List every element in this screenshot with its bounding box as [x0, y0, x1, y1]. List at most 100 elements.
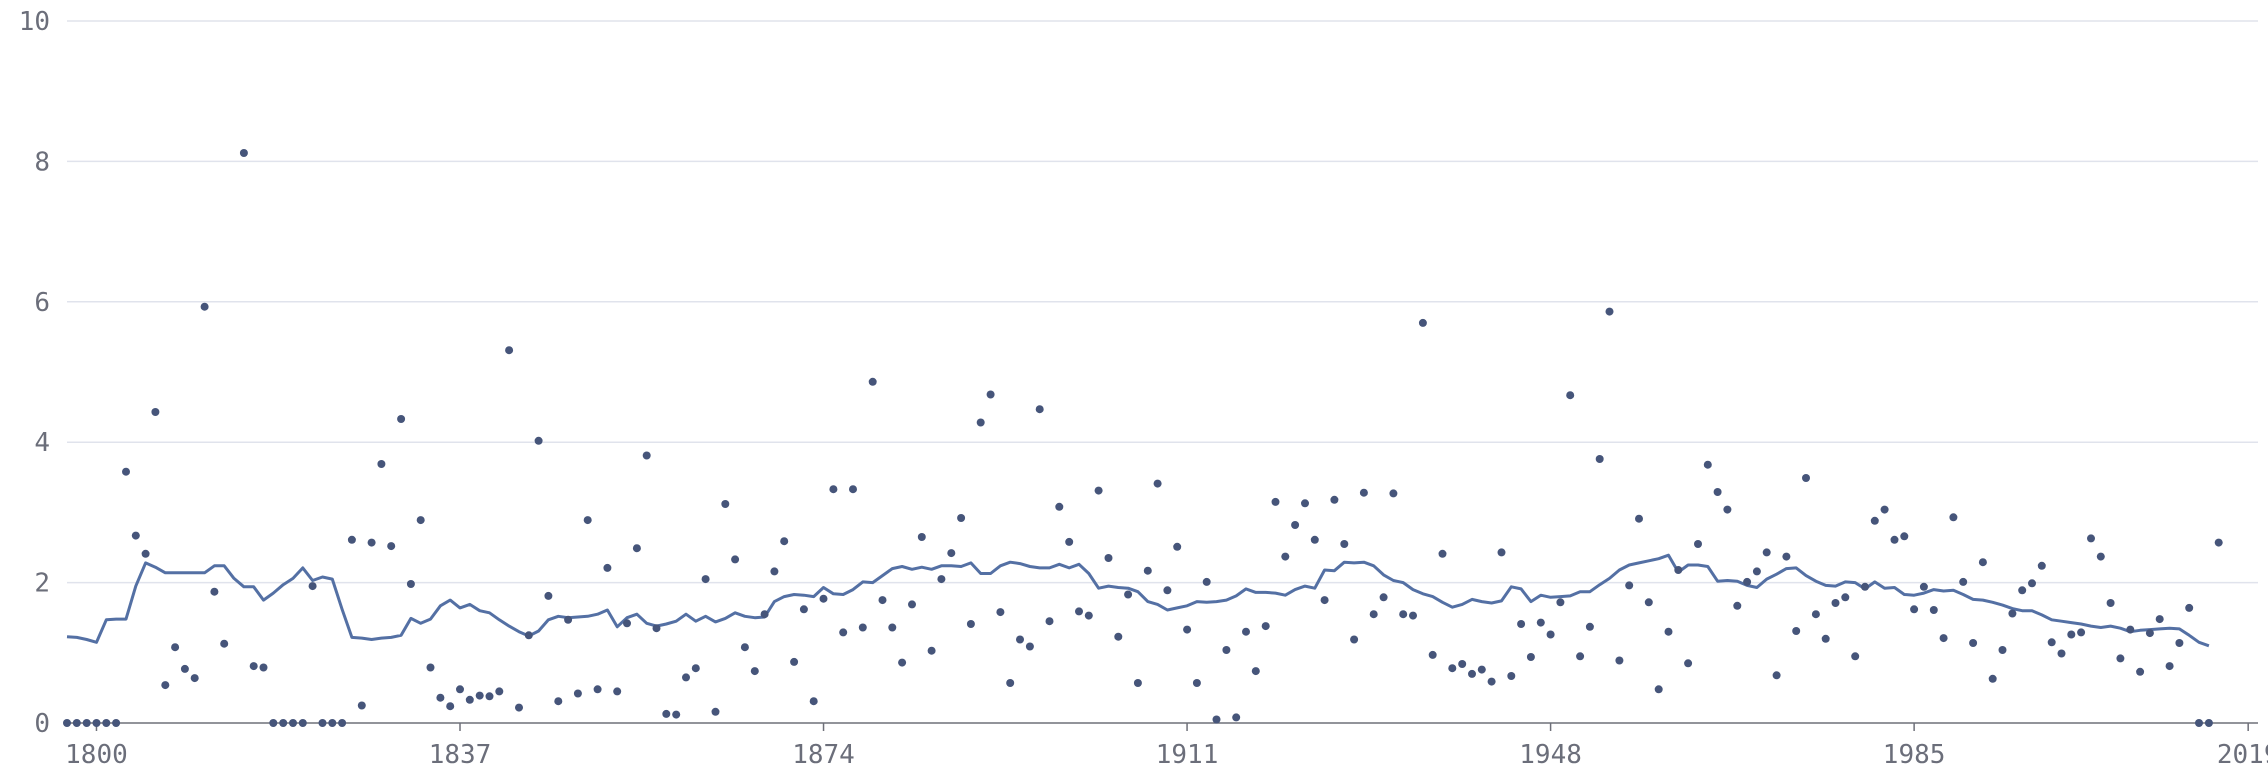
- data-point: [1222, 646, 1231, 654]
- data-point: [397, 415, 406, 423]
- data-point: [1743, 577, 1752, 586]
- data-point: [1585, 622, 1594, 631]
- data-point: [1143, 566, 1152, 575]
- data-point: [1212, 715, 1221, 724]
- x-axis: 1800 1837 1874 1911 1948 1985 2019: [65, 722, 2268, 770]
- data-point: [1409, 611, 1417, 620]
- data-point: [2008, 609, 2017, 618]
- data-point: [259, 663, 268, 672]
- data-point: [112, 719, 121, 727]
- data-point: [1969, 639, 1978, 647]
- x-tick-label: 1837: [429, 740, 492, 770]
- data-point: [102, 719, 111, 727]
- data-point: [1468, 669, 1476, 678]
- data-point: [1821, 634, 1830, 643]
- data-point: [868, 377, 877, 386]
- data-point: [1870, 516, 1879, 525]
- data-point: [2047, 638, 2056, 647]
- data-point: [1998, 646, 2007, 654]
- plot-area: [63, 149, 2223, 727]
- data-point: [465, 695, 474, 704]
- data-point: [2018, 586, 2027, 595]
- data-point: [1929, 606, 1938, 614]
- data-point: [750, 667, 759, 676]
- data-point: [406, 580, 415, 588]
- data-point: [770, 567, 779, 576]
- data-point: [1065, 537, 1074, 546]
- data-point: [2165, 662, 2174, 671]
- data-point: [2077, 628, 2086, 637]
- data-point: [1831, 599, 1840, 607]
- data-point: [809, 697, 818, 706]
- data-point: [72, 719, 81, 727]
- data-point: [1762, 548, 1771, 557]
- data-point: [623, 619, 631, 628]
- data-point: [220, 639, 229, 648]
- data-point: [829, 485, 838, 494]
- data-point: [387, 542, 396, 551]
- data-point: [1792, 627, 1801, 635]
- data-point: [642, 451, 651, 460]
- data-point: [82, 719, 91, 727]
- data-point: [1919, 582, 1928, 591]
- data-point: [1458, 660, 1467, 668]
- x-tick-label: 1948: [1519, 740, 1582, 770]
- data-point: [603, 563, 612, 572]
- data-point: [249, 662, 258, 671]
- data-point: [1654, 685, 1663, 694]
- data-point: [1261, 622, 1270, 631]
- data-point: [2204, 719, 2213, 727]
- data-point: [957, 514, 966, 522]
- y-tick-label: 8: [34, 147, 50, 177]
- data-point: [564, 615, 573, 624]
- data-point: [1006, 679, 1015, 687]
- data-point: [1330, 495, 1339, 504]
- data-point: [849, 485, 857, 494]
- data-point: [1487, 677, 1496, 686]
- data-point: [298, 719, 307, 727]
- data-point: [966, 620, 975, 628]
- data-point: [1428, 650, 1437, 659]
- data-point: [1851, 652, 1860, 661]
- data-point: [888, 623, 897, 632]
- data-point: [819, 594, 828, 603]
- data-point: [976, 418, 985, 427]
- data-point: [161, 681, 170, 690]
- data-point: [858, 623, 867, 632]
- data-point: [917, 533, 926, 541]
- data-point: [2037, 561, 2046, 570]
- data-point: [2126, 625, 2135, 634]
- data-point: [908, 600, 916, 609]
- data-point: [2155, 615, 2164, 624]
- data-point: [63, 719, 71, 727]
- data-point: [190, 674, 199, 683]
- data-point: [573, 689, 582, 698]
- data-point: [1035, 405, 1044, 414]
- data-point: [760, 610, 769, 619]
- y-axis-labels: 0 2 4 6 8 10: [19, 7, 50, 739]
- data-point: [1094, 486, 1103, 495]
- data-point: [996, 608, 1005, 617]
- data-point: [1733, 601, 1742, 610]
- data-point: [1438, 549, 1447, 558]
- data-point: [662, 709, 671, 718]
- data-point: [1694, 540, 1702, 548]
- data-point: [1959, 577, 1968, 586]
- data-point: [2067, 630, 2076, 639]
- data-point: [1890, 535, 1899, 544]
- data-point: [691, 664, 700, 673]
- data-point: [1173, 542, 1182, 551]
- data-point: [269, 719, 278, 727]
- data-point: [2087, 534, 2095, 543]
- y-tick-label: 4: [34, 428, 50, 458]
- x-tick-label: 2019: [2217, 740, 2268, 770]
- data-point: [131, 531, 140, 540]
- data-point: [1978, 558, 1987, 567]
- data-point: [210, 587, 219, 596]
- data-point: [289, 719, 297, 727]
- data-point: [1536, 618, 1545, 627]
- data-point: [1752, 567, 1761, 576]
- data-point: [475, 691, 484, 700]
- data-point: [446, 702, 455, 711]
